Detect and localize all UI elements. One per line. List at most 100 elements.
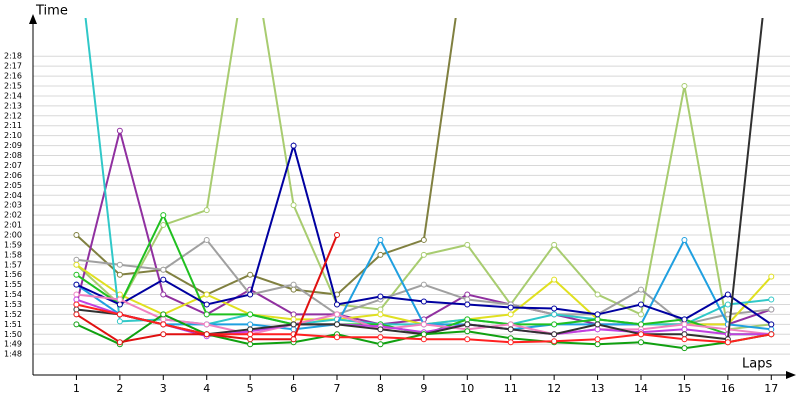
data-point xyxy=(681,331,688,338)
y-axis-title: Time xyxy=(35,4,68,19)
y-arrow xyxy=(29,14,37,24)
x-tick-label: 7 xyxy=(334,382,341,395)
y-tick-label: 2:08 xyxy=(4,151,22,160)
data-point xyxy=(681,321,688,328)
data-point xyxy=(160,222,167,229)
data-point xyxy=(420,281,427,288)
y-tick-label: 1:59 xyxy=(4,240,22,249)
data-point xyxy=(464,291,471,298)
data-point xyxy=(420,331,427,338)
y-tick-label: 1:51 xyxy=(4,320,22,329)
data-point xyxy=(507,326,514,333)
data-point xyxy=(507,304,514,311)
y-tick-label: 1:57 xyxy=(4,260,22,269)
data-point xyxy=(290,316,297,323)
y-tick-label: 2:03 xyxy=(4,201,22,210)
y-tick-label: 2:11 xyxy=(4,121,22,130)
data-point xyxy=(73,256,80,263)
y-tick-label: 1:55 xyxy=(4,280,22,289)
y-tick-label: 1:48 xyxy=(4,350,22,359)
data-point xyxy=(290,286,297,293)
data-point xyxy=(464,296,471,303)
y-tick-label: 2:10 xyxy=(4,131,22,140)
data-point xyxy=(203,311,210,318)
data-point xyxy=(334,334,340,341)
x-tick-label: 14 xyxy=(634,382,648,395)
data-point xyxy=(377,236,384,243)
x-tick-label: 3 xyxy=(160,382,167,395)
data-point xyxy=(73,301,80,308)
data-point xyxy=(334,301,340,308)
data-point xyxy=(377,334,384,341)
data-point xyxy=(247,311,254,318)
data-point xyxy=(507,321,514,328)
data-point xyxy=(551,241,558,248)
data-point xyxy=(203,291,210,298)
data-point xyxy=(290,311,297,318)
data-point xyxy=(247,321,254,328)
data-point xyxy=(420,298,427,305)
y-tick-label: 1:53 xyxy=(4,300,22,309)
x-tick-label: 2 xyxy=(116,382,123,395)
data-point xyxy=(464,241,471,248)
data-point xyxy=(73,306,80,313)
data-point xyxy=(464,316,471,323)
data-point xyxy=(247,336,254,343)
data-point xyxy=(116,318,123,325)
data-point xyxy=(464,328,471,335)
data-point xyxy=(334,311,340,318)
y-tick-label: 2:00 xyxy=(4,230,22,239)
y-tick-label: 2:06 xyxy=(4,171,22,180)
data-point xyxy=(551,276,558,283)
grid xyxy=(33,55,790,355)
data-point xyxy=(724,301,731,308)
data-point xyxy=(247,271,254,278)
data-point xyxy=(377,293,384,300)
data-point xyxy=(420,236,427,243)
data-point xyxy=(638,339,644,346)
y-tick-label: 1:52 xyxy=(4,310,22,319)
data-point xyxy=(768,331,775,338)
data-point xyxy=(290,142,297,149)
data-point xyxy=(681,236,688,243)
data-point xyxy=(551,305,558,312)
data-point xyxy=(377,306,384,313)
data-point xyxy=(203,301,210,308)
data-point xyxy=(768,296,775,303)
data-point xyxy=(594,336,601,343)
data-point xyxy=(73,291,80,298)
data-point xyxy=(247,341,254,348)
data-point xyxy=(73,311,80,318)
data-point xyxy=(681,336,688,343)
data-point xyxy=(464,336,471,343)
data-point xyxy=(638,331,644,338)
data-point xyxy=(681,345,688,352)
data-point xyxy=(73,296,80,303)
data-point xyxy=(420,336,427,343)
data-point xyxy=(160,212,167,219)
y-tick-label: 2:13 xyxy=(4,101,22,110)
y-tick-label: 2:16 xyxy=(4,72,22,81)
y-tick-label: 2:09 xyxy=(4,141,22,150)
data-point xyxy=(681,83,688,90)
y-tick-label: 2:02 xyxy=(4,211,22,220)
x-tick-label: 10 xyxy=(460,382,474,395)
series-line xyxy=(76,18,764,341)
x-tick-label: 16 xyxy=(721,382,735,395)
data-point xyxy=(247,291,254,298)
data-point xyxy=(594,316,601,323)
data-point xyxy=(594,341,601,348)
data-point xyxy=(290,326,297,333)
data-point xyxy=(203,207,210,214)
data-point xyxy=(768,306,775,313)
data-point xyxy=(160,266,167,273)
x-tick-label: 13 xyxy=(591,382,605,395)
data-point xyxy=(551,331,558,338)
y-tick-label: 2:15 xyxy=(4,82,22,91)
data-point xyxy=(73,321,80,328)
y-tick-label: 2:18 xyxy=(4,52,22,61)
data-point xyxy=(73,261,80,268)
data-point xyxy=(290,281,297,288)
data-point xyxy=(638,311,644,318)
